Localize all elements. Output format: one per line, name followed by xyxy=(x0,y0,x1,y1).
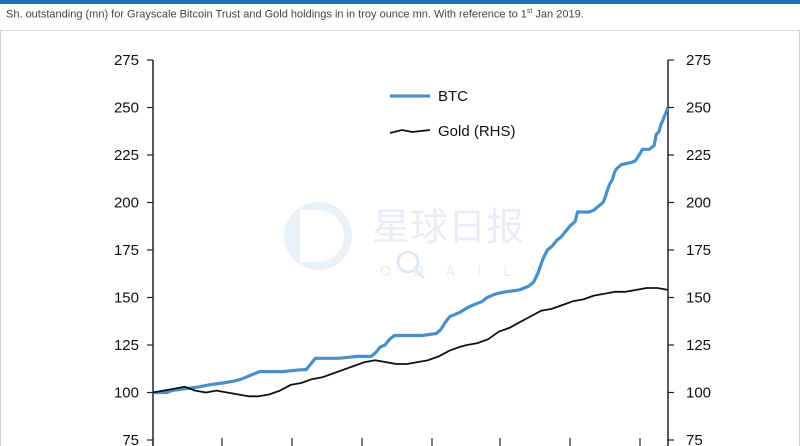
legend-label-btc: BTC xyxy=(438,88,468,105)
watermark-logo-d-icon xyxy=(300,210,344,262)
y-tick-label-right: 175 xyxy=(686,242,711,259)
y-tick-label-left: 250 xyxy=(114,100,139,117)
frame-left-line xyxy=(0,30,1,446)
btc-series-line xyxy=(153,106,670,395)
y-tick-label-left: 125 xyxy=(114,337,139,354)
y-tick-label-right: 75 xyxy=(686,432,703,446)
chart-legend: BTC Gold (RHS) xyxy=(389,88,516,140)
watermark-cn-text: 星球日报 xyxy=(372,205,524,249)
y-tick-label-right: 225 xyxy=(686,147,711,164)
y-tick-label-left: 75 xyxy=(122,432,139,446)
subtitle-tail: Jan 2019. xyxy=(532,8,584,21)
watermark-search-icon-handle xyxy=(413,267,426,280)
subtitle-superscript: st xyxy=(526,8,533,15)
y-tick-label-left: 200 xyxy=(114,195,139,212)
watermark-search-icon xyxy=(396,250,420,274)
y-tick-label-right: 250 xyxy=(686,100,711,117)
y-tick-label-right: 100 xyxy=(686,385,711,402)
watermark-en-text: ODAILY xyxy=(380,264,562,280)
chart-axes: 275 250 225 200 175 150 125 100 75 275 250 225 200 17… xyxy=(114,52,711,446)
chart-subtitle: Sh. outstanding (mn) for Grayscale Bitco… xyxy=(6,8,584,21)
y-tick-label-right: 275 xyxy=(686,52,711,69)
gold-series-line xyxy=(152,287,669,398)
legend-swatch-gold xyxy=(389,129,431,134)
legend-label-gold: Gold (RHS) xyxy=(438,123,516,140)
header-accent-strip xyxy=(0,0,800,4)
subtitle-text: Sh. outstanding (mn) for Grayscale Bitco… xyxy=(6,8,527,21)
y-tick-label-right: 125 xyxy=(686,337,711,354)
y-tick-label-right: 150 xyxy=(686,290,711,307)
y-tick-label-right: 200 xyxy=(686,195,711,212)
y-tick-label-left: 175 xyxy=(114,242,139,259)
chart-series xyxy=(152,106,670,398)
y-tick-label-left: 225 xyxy=(114,147,139,164)
y-tick-label-left: 275 xyxy=(114,52,139,69)
y-tick-label-left: 100 xyxy=(114,385,139,402)
subtitle-separator xyxy=(0,30,800,31)
y-tick-label-left: 150 xyxy=(114,290,139,307)
odaily-watermark: 星球日报 ODAILY xyxy=(284,202,562,280)
